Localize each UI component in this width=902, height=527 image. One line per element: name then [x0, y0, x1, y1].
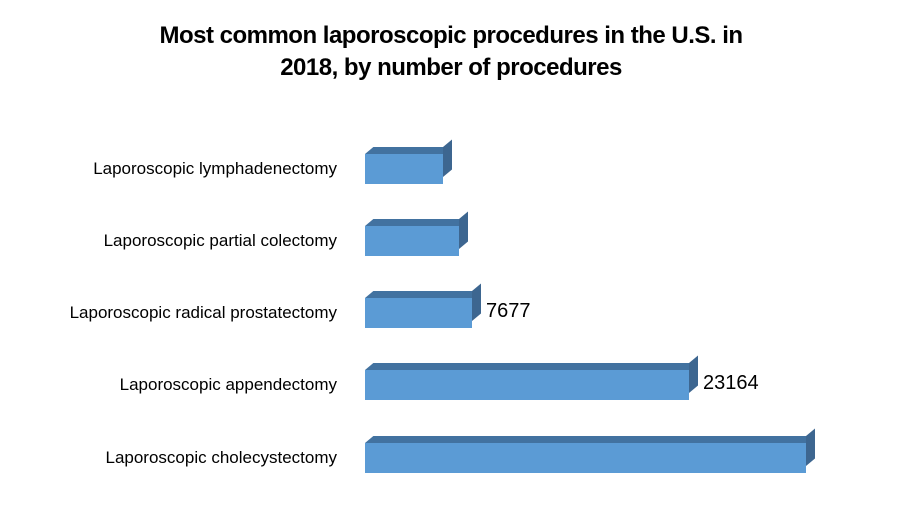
bar — [365, 139, 452, 184]
bar-top-face — [365, 291, 481, 298]
bar-side-face — [472, 283, 481, 321]
bar-front-face — [365, 154, 443, 184]
title-line-2: 2018, by number of procedures — [280, 54, 622, 81]
data-label: 23164 — [703, 372, 759, 394]
title-line-1: Most common laporoscopic procedures in t… — [159, 22, 743, 49]
bar-side-face — [459, 211, 468, 249]
category-label: Laporoscopic appendectomy — [119, 375, 337, 394]
bar-top-face — [365, 363, 698, 370]
bar-side-face — [689, 355, 698, 393]
bar-top-face — [365, 436, 815, 443]
category-label: Laporoscopic cholecystectomy — [105, 448, 337, 467]
bar-front-face — [365, 370, 689, 400]
bar-side-face — [443, 139, 452, 177]
bar-top-face — [365, 219, 468, 226]
category-label: Laporoscopic partial colectomy — [103, 231, 337, 250]
bar — [365, 283, 481, 328]
bar-top-face — [365, 147, 452, 154]
category-label: Laporoscopic radical prostatectomy — [69, 303, 337, 322]
data-label: 7677 — [486, 300, 531, 322]
bar-front-face — [365, 226, 459, 256]
bar — [365, 428, 815, 473]
bar-front-face — [365, 443, 806, 473]
bar-side-face — [806, 428, 815, 466]
bar-front-face — [365, 298, 472, 328]
bar — [365, 355, 698, 400]
category-label: Laporoscopic lymphadenectomy — [93, 159, 337, 178]
chart-title: Most common laporoscopic procedures in t… — [0, 20, 902, 84]
bar — [365, 211, 468, 256]
